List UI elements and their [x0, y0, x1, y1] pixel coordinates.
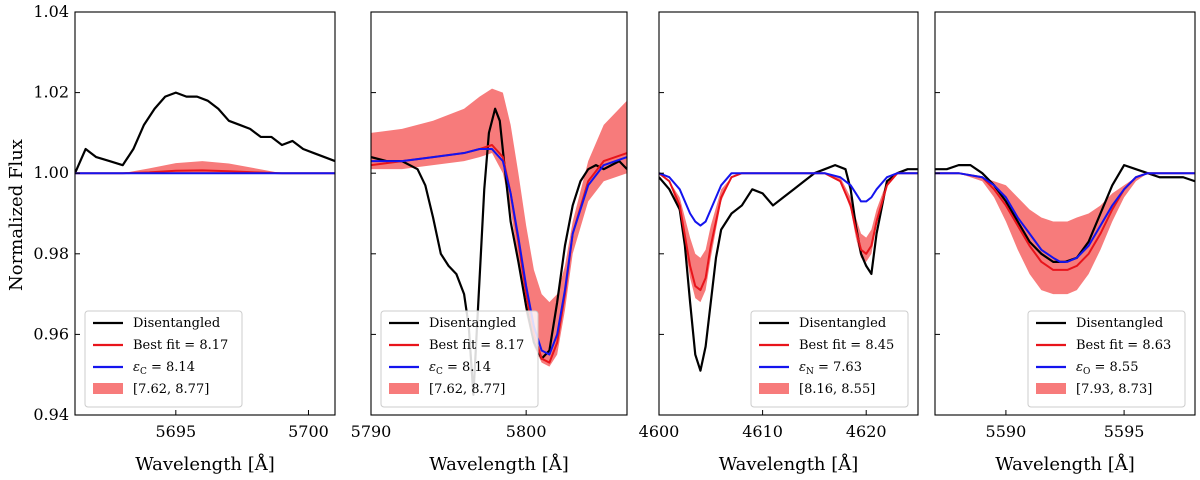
y-tick-label: 0.98: [33, 244, 69, 263]
confidence-band: [659, 173, 918, 303]
y-axis-title-layer: Normalized Flux: [6, 139, 27, 291]
panel-4: 5590 5595 Wavelength [Å] Disentangled Best f…: [934, 11, 1196, 475]
legend-range-label: [7.62, 8.77]: [429, 382, 505, 397]
legend-range-label: [7.93, 8.73]: [1076, 382, 1152, 397]
legend-box: [750, 310, 909, 408]
confidence-band: [75, 161, 335, 174]
legend-best-fit-label: Best fit = 8.17: [133, 338, 228, 353]
legend: Disentangled Best fit = 8.17 εC = 8.14 [7.6…: [380, 310, 539, 408]
legend-disentangled-label: Disentangled: [799, 316, 886, 331]
legend-disentangled-label: Disentangled: [1076, 316, 1163, 331]
legend-box: [1027, 310, 1186, 408]
legend-range-label: [8.16, 8.55]: [799, 382, 875, 397]
legend-range-swatch: [1036, 383, 1066, 394]
panel-3: 4600 4610 4620 Wavelength [Å] Disentangled Be…: [639, 11, 919, 475]
abundance-line: [935, 172, 1195, 263]
legend-disentangled-label: Disentangled: [133, 316, 220, 331]
legend: Disentangled Best fit = 8.17 εC = 8.14 [7.6…: [84, 310, 243, 408]
plot-area: [371, 88, 627, 396]
legend-range-swatch: [389, 383, 419, 394]
x-axis-title: Wavelength [Å]: [135, 453, 275, 475]
legend-range-swatch: [93, 383, 123, 394]
axes-frame: [658, 11, 919, 416]
y-axis-title: Normalized Flux: [6, 139, 27, 291]
panels: 0.94 0.96 0.98 1.00 1.02 1.04 5695 5700 Waveleng…: [33, 2, 1196, 475]
legend-box: [84, 310, 243, 408]
x-axis-title: Wavelength [Å]: [995, 453, 1135, 475]
legend-range-label: [7.62, 8.77]: [133, 382, 209, 397]
panel-1: 0.94 0.96 0.98 1.00 1.02 1.04 5695 5700 Waveleng…: [33, 2, 336, 475]
panel-2: 5790 5800 Wavelength [Å] Disentangled Best f…: [351, 11, 628, 475]
legend-abundance-label: εC = 8.14: [133, 360, 195, 377]
x-axis-title: Wavelength [Å]: [719, 453, 859, 475]
x-tick-label: 5590: [986, 422, 1027, 441]
legend-best-fit-label: Best fit = 8.63: [1076, 338, 1171, 353]
abundance-line: [659, 172, 918, 227]
axes-frame: [74, 11, 336, 416]
legend: Disentangled Best fit = 8.45 εN = 7.63 [8.1…: [750, 310, 909, 408]
y-tick-label: 0.96: [33, 324, 69, 343]
y-tick-label: 1.04: [33, 2, 69, 21]
x-tick-label: 5800: [506, 422, 547, 441]
x-tick-label: 4610: [742, 422, 783, 441]
disentangled-line: [75, 91, 335, 174]
plot-area: [75, 91, 335, 175]
axes-frame: [934, 11, 1196, 416]
plot-area: [659, 164, 918, 372]
legend-best-fit-label: Best fit = 8.17: [429, 338, 524, 353]
x-tick-label: 4620: [846, 422, 887, 441]
legend: Disentangled Best fit = 8.63 εO = 8.55 [7.9…: [1027, 310, 1186, 408]
plot-area: [935, 164, 1195, 295]
axes-frame: [370, 11, 628, 416]
y-tick-label: 1.02: [33, 83, 69, 102]
legend-best-fit-label: Best fit = 8.45: [799, 338, 894, 353]
y-tick-label: 0.94: [33, 405, 69, 424]
legend-disentangled-label: Disentangled: [429, 316, 516, 331]
x-tick-label: 5695: [155, 422, 196, 441]
legend-box: [380, 310, 539, 408]
confidence-band: [935, 173, 1195, 295]
x-tick-label: 5700: [288, 422, 329, 441]
abundance-line: [371, 148, 627, 356]
legend-abundance-label: εN = 7.63: [799, 360, 862, 377]
x-axis-title: Wavelength [Å]: [429, 453, 569, 475]
legend-range-swatch: [759, 383, 789, 394]
x-tick-label: 5790: [351, 422, 392, 441]
disentangled-line: [371, 107, 627, 396]
x-tick-label: 4600: [639, 422, 680, 441]
disentangled-line: [659, 164, 918, 372]
legend-abundance-label: εO = 8.55: [1076, 360, 1138, 377]
legend-abundance-label: εC = 8.14: [429, 360, 491, 377]
y-tick-label: 1.00: [33, 163, 69, 182]
x-tick-label: 5595: [1104, 422, 1145, 441]
